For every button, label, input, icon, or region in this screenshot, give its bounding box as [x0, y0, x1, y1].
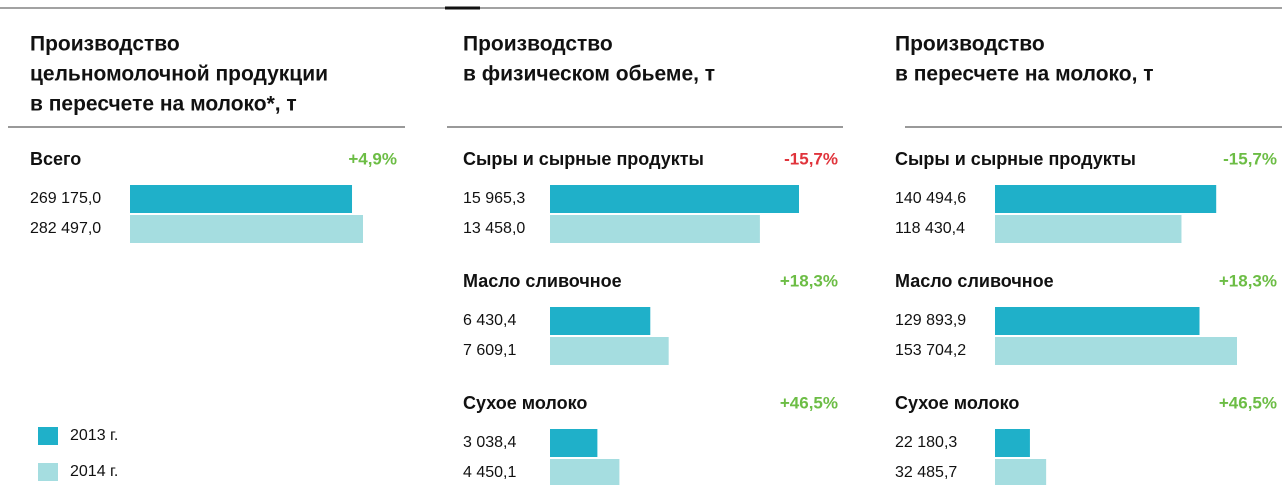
value-label: 4 450,1 [463, 464, 516, 481]
bar [550, 429, 598, 457]
category-label: Сыры и сырные продукты [895, 149, 1136, 169]
panel-title: в пересчете на молоко, т [895, 63, 1154, 86]
bar [995, 307, 1200, 335]
value-label: 7 609,1 [463, 342, 516, 359]
value-label: 282 497,0 [30, 220, 101, 237]
panel-title: в физическом обьеме, т [463, 63, 715, 86]
change-label: -15,7% [1223, 149, 1277, 168]
bar [995, 459, 1047, 485]
change-label: -15,7% [784, 149, 838, 168]
value-label: 32 485,7 [895, 464, 957, 481]
bar [550, 185, 799, 213]
panel-title: Производство [30, 33, 180, 56]
category-label: Сыры и сырные продукты [463, 149, 704, 169]
bar [995, 185, 1217, 213]
value-label: 153 704,2 [895, 342, 966, 359]
category-label: Всего [30, 149, 81, 169]
category-label: Масло сливочное [895, 271, 1054, 291]
value-label: 118 430,4 [895, 220, 965, 237]
change-label: +18,3% [1219, 271, 1277, 290]
bar [995, 429, 1030, 457]
bar [550, 215, 760, 243]
bar [130, 215, 363, 243]
category-label: Масло сливочное [463, 271, 622, 291]
change-label: +46,5% [1219, 393, 1277, 412]
value-label: 3 038,4 [463, 434, 516, 451]
legend-swatch [38, 427, 58, 445]
legend-label: 2014 г. [70, 463, 118, 480]
bar [550, 307, 651, 335]
value-label: 140 494,6 [895, 190, 966, 207]
value-label: 15 965,3 [463, 190, 525, 207]
bar [995, 337, 1237, 365]
category-label: Сухое молоко [895, 393, 1019, 413]
value-label: 129 893,9 [895, 312, 966, 329]
category-label: Сухое молоко [463, 393, 587, 413]
legend-label: 2013 г. [70, 427, 118, 444]
bar [995, 215, 1182, 243]
change-label: +46,5% [780, 393, 838, 412]
value-label: 13 458,0 [463, 220, 525, 237]
value-label: 6 430,4 [463, 312, 516, 329]
panel-title: Производство [895, 33, 1045, 56]
panel-title: цельномолочной продукции [30, 63, 328, 86]
change-label: +18,3% [780, 271, 838, 290]
legend-swatch [38, 463, 58, 481]
value-label: 22 180,3 [895, 434, 957, 451]
change-label: +4,9% [348, 149, 397, 168]
bar [550, 459, 620, 485]
value-label: 269 175,0 [30, 190, 101, 207]
panel-title: в пересчете на молоко*, т [30, 93, 297, 116]
bar [130, 185, 353, 213]
panel-title: Производство [463, 33, 613, 56]
bar [550, 337, 669, 365]
